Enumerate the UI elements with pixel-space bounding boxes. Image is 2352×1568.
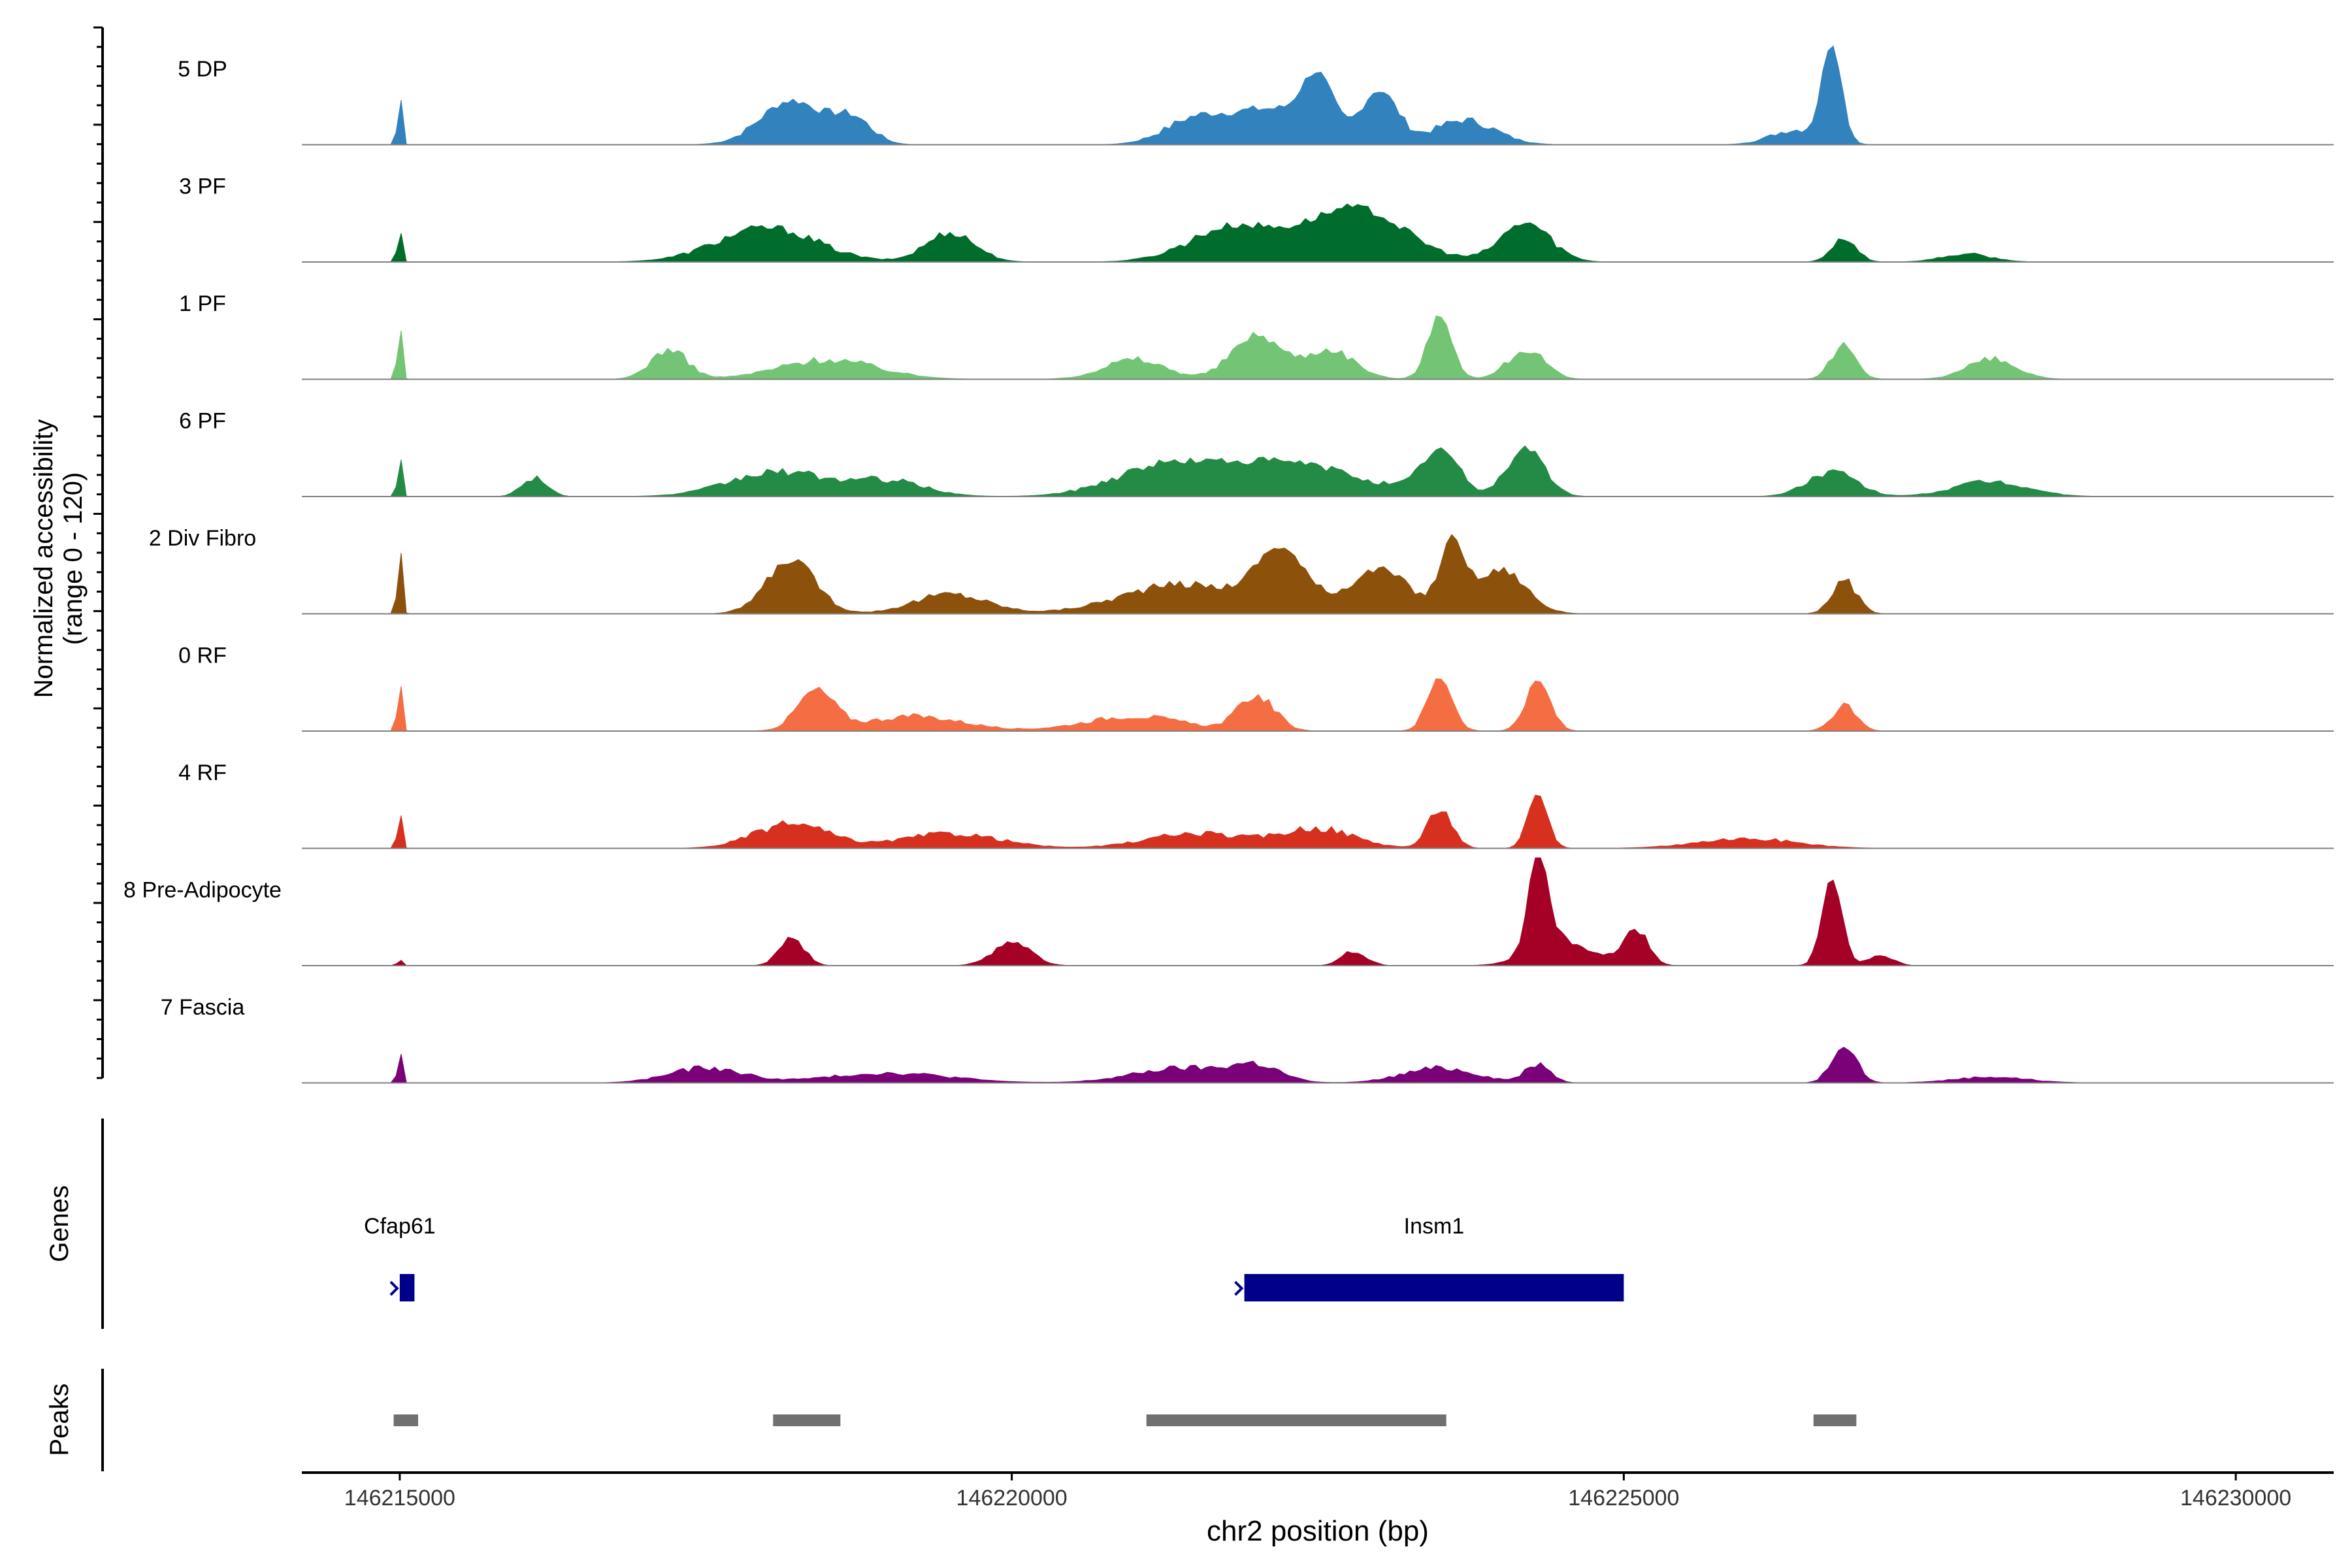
- strand-arrow-icon: [389, 1281, 399, 1296]
- track-label: 4 RF: [178, 760, 227, 785]
- track-8: 7 Fascia: [161, 995, 2334, 1084]
- gene-insm1: Insm1: [1234, 1214, 1624, 1301]
- track-1: 3 PF: [179, 174, 2334, 263]
- track-label: 2 Div Fibro: [149, 526, 256, 551]
- track-label: 0 RF: [178, 643, 227, 668]
- peak-interval: [773, 1414, 841, 1426]
- genes-panel: Genes Cfap61 Insm1: [45, 1119, 1624, 1329]
- gene-body: [1244, 1274, 1624, 1301]
- gene-body: [399, 1274, 415, 1301]
- track-label: 8 Pre-Adipocyte: [123, 877, 282, 902]
- track-0: 5 DP: [178, 45, 2334, 146]
- coverage-tracks: 5 DP 3 PF 1 PF 6 PF 2 Div Fibro 0 RF 4 RF 8 Pre…: [123, 45, 2334, 1084]
- y-axis-title: Normalized accessibility: [29, 419, 58, 698]
- x-tick-label: 146220000: [956, 1486, 1068, 1511]
- peaks-panel: Peaks: [45, 1369, 1857, 1471]
- track-label: 7 Fascia: [161, 995, 245, 1020]
- peak-interval: [393, 1414, 418, 1426]
- strand-arrow-icon: [1234, 1281, 1244, 1296]
- x-axis-title: chr2 position (bp): [1207, 1515, 1429, 1547]
- track-5: 0 RF: [178, 643, 2334, 732]
- genes-axis-title: Genes: [45, 1185, 74, 1262]
- gene-label: Insm1: [1404, 1214, 1465, 1239]
- peaks-axis-title: Peaks: [45, 1383, 74, 1456]
- x-tick-label: 146225000: [1568, 1486, 1679, 1511]
- track-label: 1 PF: [179, 291, 226, 316]
- track-coverage-area: [302, 1047, 2334, 1083]
- track-label: 3 PF: [179, 174, 226, 199]
- x-tick-label: 146230000: [2180, 1486, 2291, 1511]
- track-label: 6 PF: [179, 408, 226, 433]
- peak-interval: [1813, 1414, 1857, 1426]
- coverage-y-axis: [93, 26, 104, 1079]
- track-7: 8 Pre-Adipocyte: [123, 857, 2334, 966]
- track-6: 4 RF: [178, 760, 2334, 849]
- gene-cfap61: Cfap61: [364, 1214, 436, 1301]
- x-axis: 146215000 146220000 146225000 146230000: [302, 1471, 2334, 1511]
- track-4: 2 Div Fibro: [149, 526, 2334, 615]
- track-2: 1 PF: [179, 291, 2334, 380]
- track-label: 5 DP: [178, 57, 227, 82]
- track-coverage-area: [302, 203, 2334, 263]
- x-tick-label: 146215000: [344, 1486, 455, 1511]
- track-3: 6 PF: [179, 408, 2334, 497]
- y-axis-subtitle: (range 0 - 120): [59, 472, 88, 645]
- track-coverage-area: [302, 315, 2334, 380]
- gene-label: Cfap61: [364, 1214, 436, 1239]
- peak-interval: [1146, 1414, 1446, 1426]
